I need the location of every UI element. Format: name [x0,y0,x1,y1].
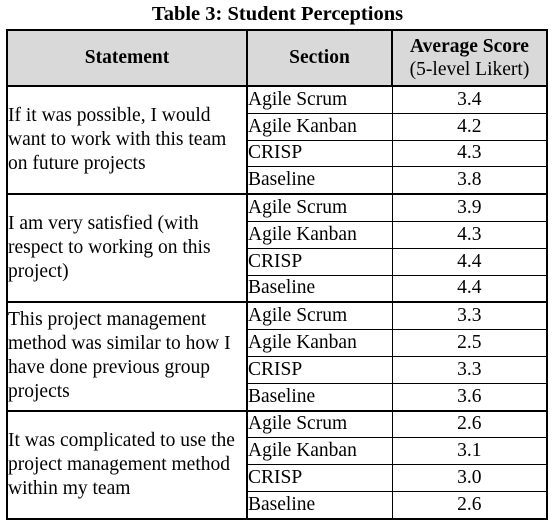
table-row: Agile Kanban 4.2 [7,113,548,141]
table-row: Baseline 3.6 [7,383,548,412]
section-cell: CRISP [247,464,393,492]
table-row: Baseline 2.6 [7,491,548,520]
statement-cell: It was complicated to use the project ma… [6,410,248,520]
table-row: Baseline 3.8 [7,166,548,196]
score-cell: 3.0 [392,464,548,492]
statement-cell: If it was possible, I would want to work… [6,86,248,196]
section-cell: Baseline [247,275,393,304]
header-score-title: Average Score [410,36,529,57]
table-row: Baseline 4.4 [7,275,548,304]
score-cell: 3.8 [392,166,548,196]
header-statement: Statement [6,29,248,87]
table-row: It was complicated to use the project ma… [6,410,548,520]
score-cell: 3.3 [392,302,548,331]
score-cell: 4.3 [392,140,548,168]
score-cell: 3.1 [392,437,548,466]
table-caption: Table 3: Student Perceptions [151,3,404,25]
table-row: Agile Kanban 2.5 [7,329,548,357]
table-row: This project management method was simil… [6,302,548,412]
header-section: Section [246,29,393,87]
section-cell: Agile Scrum [247,86,393,114]
score-cell: 2.5 [392,329,548,357]
statement-cell: I am very satisfied (with respect to wor… [6,194,248,304]
section-cell: Baseline [247,166,393,196]
score-cell: 3.9 [392,194,548,222]
header-average-score: Average Score (5-level Likert) [391,29,548,87]
table-row: CRISP 3.3 [7,356,548,384]
table-row: Agile Kanban 4.3 [7,221,548,249]
section-cell: Agile Kanban [247,113,393,141]
table-row: CRISP 4.3 [7,140,548,168]
section-cell: CRISP [247,140,393,168]
score-cell: 4.4 [392,248,548,276]
section-cell: Agile Kanban [247,221,393,249]
section-cell: Agile Scrum [247,302,393,331]
section-cell: Agile Kanban [247,329,393,357]
score-cell: 2.6 [392,491,548,520]
section-cell: Baseline [247,383,393,412]
statement-cell: This project management method was simil… [6,302,248,412]
score-cell: 4.4 [392,275,548,304]
score-cell: 3.6 [392,383,548,412]
section-cell: CRISP [247,356,393,384]
header-row: Statement Section Average Score (5-level… [6,29,548,87]
table-row: CRISP 4.4 [7,248,548,276]
section-cell: CRISP [247,248,393,276]
section-cell: Baseline [247,491,393,520]
table-row: Agile Kanban 3.1 [7,437,548,466]
score-cell: 4.2 [392,113,548,141]
student-perceptions-table: Statement Section Average Score (5-level… [6,29,548,520]
score-cell: 3.3 [392,356,548,384]
score-cell: 2.6 [392,410,548,439]
score-cell: 4.3 [392,221,548,249]
table-row: CRISP 3.0 [7,464,548,492]
section-cell: Agile Scrum [247,410,393,439]
section-cell: Agile Scrum [247,194,393,222]
header-score-subtitle: (5-level Likert) [409,59,530,80]
table-row: I am very satisfied (with respect to wor… [6,194,548,304]
score-cell: 3.4 [392,86,548,114]
table-row: If it was possible, I would want to work… [6,86,548,196]
section-cell: Agile Kanban [247,437,393,466]
